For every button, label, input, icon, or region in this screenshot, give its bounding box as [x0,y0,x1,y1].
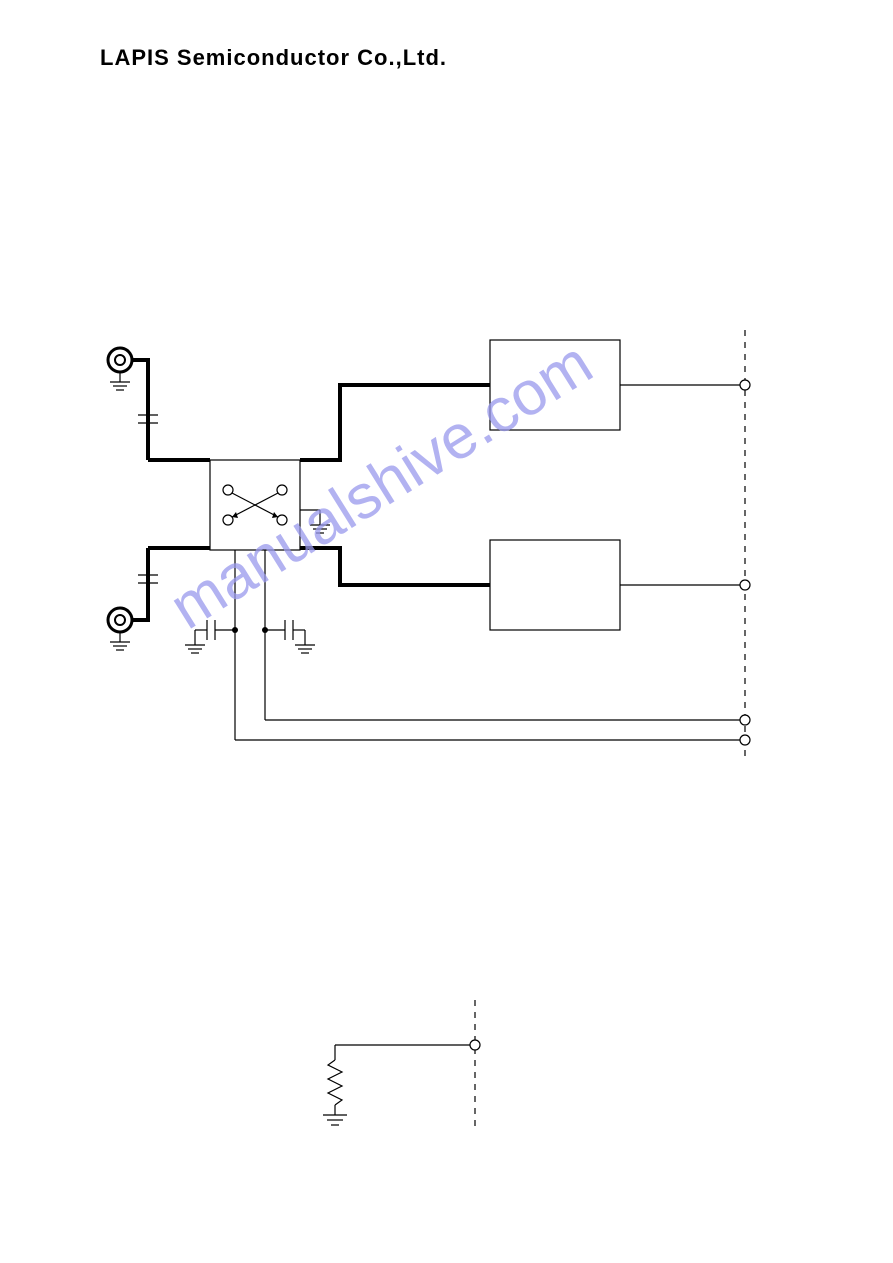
circuit-diagram-bottom [323,1000,480,1130]
circuit-diagram-top [0,0,893,1263]
coax-connector-2 [108,608,132,650]
coax-connector-1 [108,348,132,390]
